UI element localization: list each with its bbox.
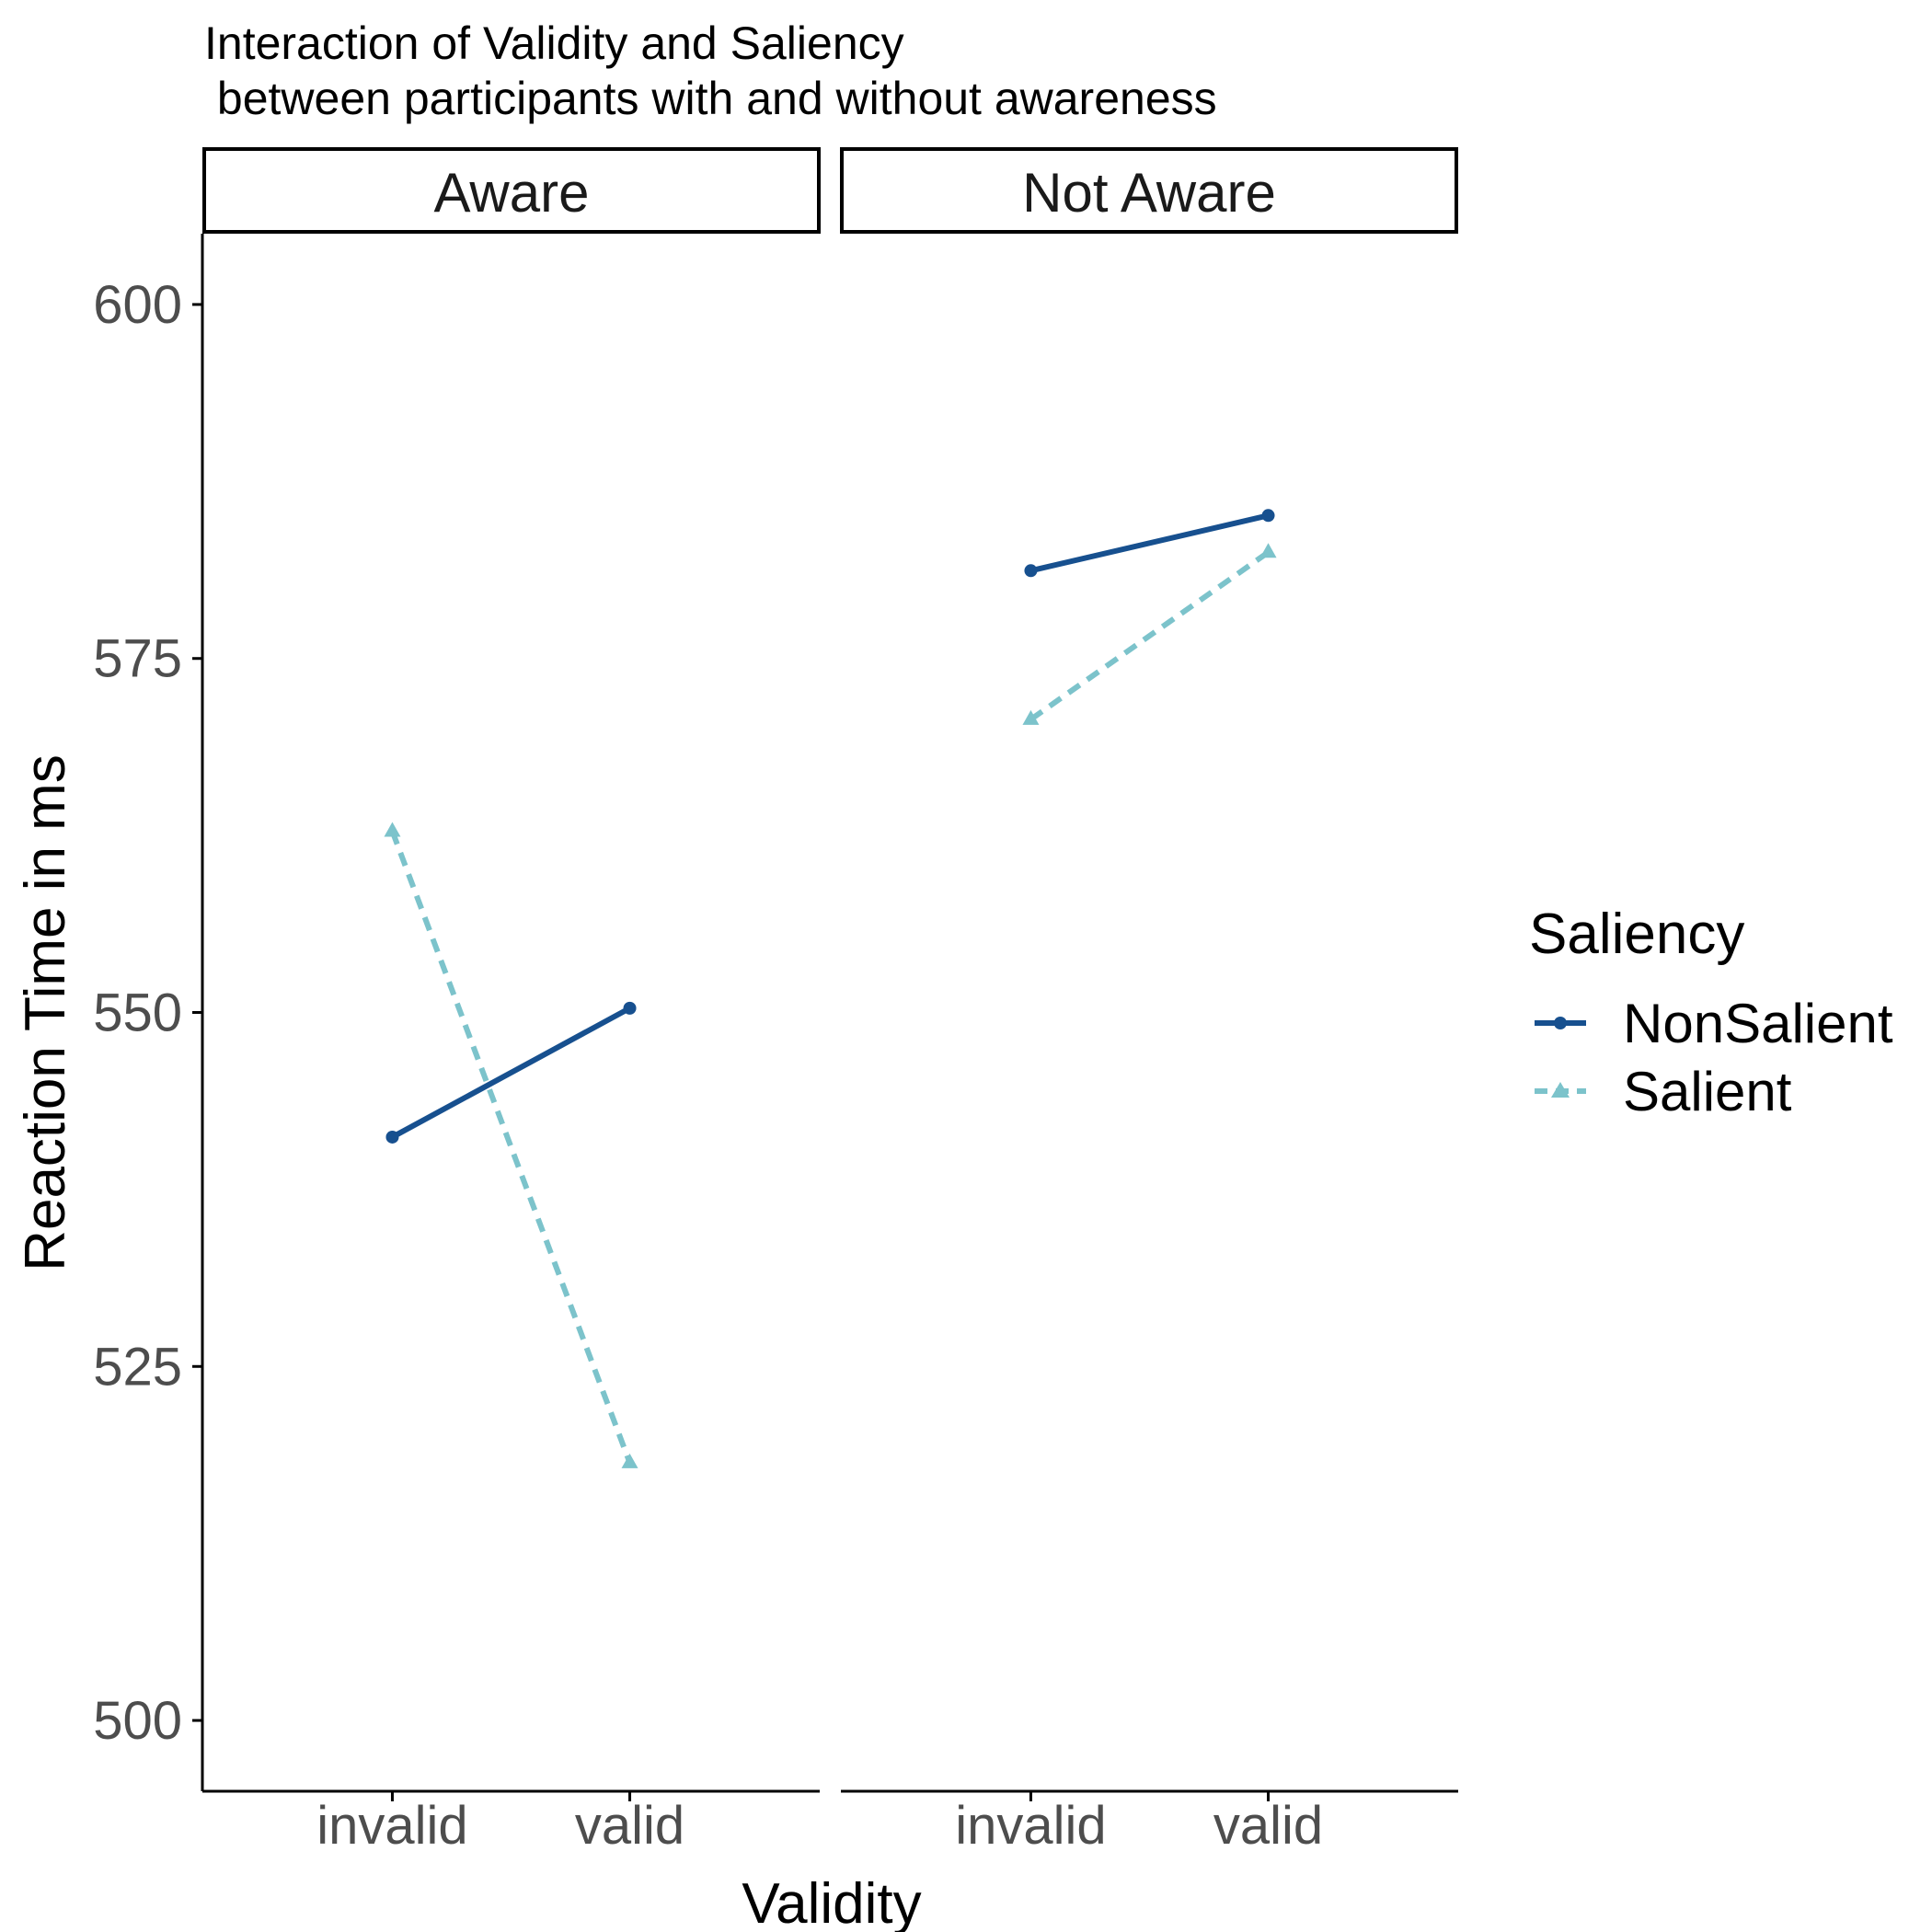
legend-label-nonsalient: NonSalient bbox=[1623, 993, 1893, 1054]
series-line-nonsalient-not-aware bbox=[1029, 512, 1270, 574]
y-tick-label: 600 bbox=[93, 275, 182, 335]
y-tick-label: 525 bbox=[93, 1337, 182, 1397]
x-tick-label-valid: valid bbox=[575, 1796, 684, 1856]
x-tick-label-valid: valid bbox=[1213, 1796, 1323, 1856]
point-nonsalient-not-aware-valid bbox=[1261, 509, 1275, 523]
x-tick-label-invalid: invalid bbox=[316, 1796, 467, 1856]
legend: Saliency NonSalient Salient bbox=[1529, 903, 1893, 1122]
y-axis-title: Reaction Time in ms bbox=[14, 754, 77, 1271]
legend-label-salient: Salient bbox=[1623, 1061, 1792, 1122]
x-axis-title: Validity bbox=[742, 1872, 921, 1932]
chart-subtitle: between participants with and without aw… bbox=[204, 73, 1217, 124]
point-nonsalient-aware-invalid bbox=[385, 1130, 399, 1144]
y-tick-label: 575 bbox=[93, 629, 182, 689]
series-line-salient-aware bbox=[389, 830, 633, 1464]
legend-key-marker-salient bbox=[1551, 1082, 1570, 1098]
series-line-nonsalient-aware bbox=[391, 1006, 631, 1140]
point-salient-not-aware-invalid bbox=[1022, 709, 1040, 725]
legend-key-marker-nonsalient bbox=[1554, 1017, 1567, 1029]
x-tick-label-invalid: invalid bbox=[955, 1796, 1106, 1856]
panel-label-aware: Aware bbox=[434, 162, 590, 224]
chart-title: Interaction of Validity and Saliency bbox=[204, 17, 904, 69]
y-ticks: 500 525 550 575 600 bbox=[93, 275, 202, 1751]
y-tick-label: 550 bbox=[93, 983, 182, 1043]
series-layer bbox=[384, 509, 1277, 1468]
legend-title: Saliency bbox=[1529, 903, 1744, 966]
y-tick-label: 500 bbox=[93, 1691, 182, 1751]
point-nonsalient-aware-valid bbox=[623, 1001, 637, 1015]
point-salient-aware-invalid bbox=[384, 822, 401, 837]
panel-strip-not-aware bbox=[840, 147, 1458, 234]
point-nonsalient-not-aware-invalid bbox=[1024, 564, 1038, 578]
series-line-salient-not-aware bbox=[1029, 549, 1271, 722]
x-ticks: invalid valid invalid valid bbox=[316, 1791, 1323, 1856]
point-salient-not-aware-valid bbox=[1259, 543, 1277, 558]
panel-strip-aware bbox=[202, 147, 821, 234]
panel-label-not-aware: Not Aware bbox=[1022, 162, 1276, 224]
point-salient-aware-valid bbox=[621, 1453, 638, 1468]
